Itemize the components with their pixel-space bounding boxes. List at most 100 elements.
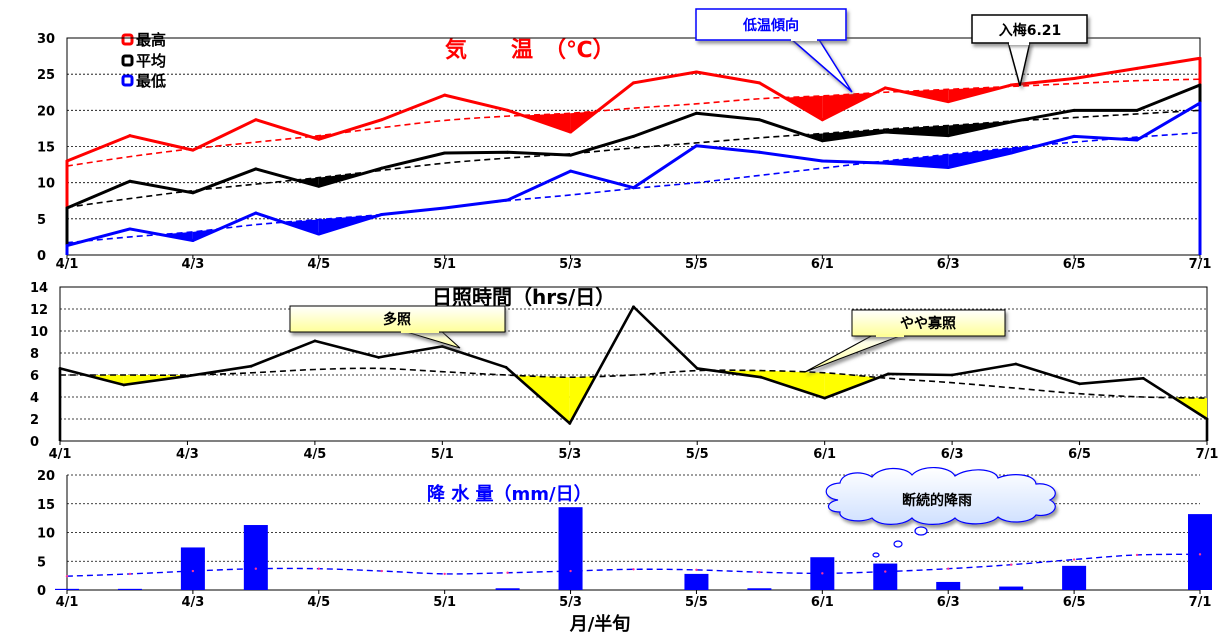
x-tick-label: 6/1 <box>811 595 834 610</box>
rain-normal-point <box>191 569 195 573</box>
rain-normal-point <box>128 572 132 576</box>
rain-bar <box>1062 565 1087 590</box>
callout-rainy-season-text: 入梅6.21 <box>999 22 1062 39</box>
legend-swatch-max <box>121 33 134 46</box>
data-point-最低 <box>380 212 384 216</box>
plot-frame <box>59 286 1208 442</box>
data-point-最低 <box>254 211 258 215</box>
data-point-最低 <box>946 165 950 169</box>
y-tick-label: 20 <box>37 469 55 484</box>
callout-rainy-season-box <box>971 14 1088 44</box>
data-point-最高 <box>1009 83 1013 87</box>
data-point-平均 <box>254 167 258 171</box>
sunshine-point <box>759 375 763 379</box>
sunshine-plot: 0 2 4 6 8 10 12 14 4/1 4/3 4/5 5/1 5/3 5/5 6/1 6/3 6/5 7/… <box>30 281 1218 462</box>
rain-normal-point <box>632 568 635 571</box>
data-point-最高 <box>569 130 573 134</box>
data-point-最高 <box>820 118 824 122</box>
temp-title: 気 温 （℃） <box>445 37 615 63</box>
data-point-平均 <box>694 111 698 115</box>
sunshine-point <box>1205 417 1209 421</box>
callout-rainy-season-pointer <box>1007 41 1031 87</box>
x-tick-label: 6/1 <box>811 257 834 272</box>
rain-bar <box>117 588 142 590</box>
rain-bar <box>684 573 709 590</box>
sunshine-point <box>313 339 317 343</box>
callout-intermittent-rain: 断続的降雨 <box>825 467 1056 558</box>
rain-bar <box>558 507 583 590</box>
x-tick-label: 4/1 <box>56 257 79 272</box>
y-tick-label: 0 <box>37 249 46 264</box>
sunshine-point <box>1014 362 1018 366</box>
data-point-最高 <box>65 159 69 163</box>
x-tick-label: 6/3 <box>941 447 964 462</box>
x-tick-label: 4/5 <box>307 595 330 610</box>
data-point-最高 <box>254 118 258 122</box>
rain-bar <box>999 586 1024 590</box>
callout-low-temp-text: 低温傾向 <box>742 17 799 34</box>
data-point-最低 <box>443 206 447 210</box>
x-tick-label: 4/1 <box>49 447 72 462</box>
y-tick-label: 5 <box>37 555 46 570</box>
legend-label-min: 最低 <box>136 72 166 90</box>
sunshine-point <box>377 356 381 359</box>
y-tick-label: 6 <box>30 369 39 384</box>
x-tick-label: 4/5 <box>307 257 330 272</box>
x-tick-label: 6/5 <box>1068 447 1091 462</box>
x-tick-label: 6/3 <box>937 595 960 610</box>
cloud-bubble-large <box>914 526 928 536</box>
normal-line-平均 <box>66 109 1201 209</box>
data-point-最低 <box>569 169 573 173</box>
data-point-最低 <box>65 244 69 248</box>
callout-more-sun-box <box>289 305 506 333</box>
data-point-最高 <box>694 70 698 74</box>
x-tick-label: 7/1 <box>1189 257 1212 272</box>
data-point-最低 <box>128 227 132 231</box>
temp-plot: 0 5 10 15 20 25 30 4/1 4/3 4/5 5/1 5/3 5/5 6/1 6/3 6/5 7… <box>37 32 1211 272</box>
rain-bar <box>936 581 961 590</box>
legend-swatch-min <box>121 74 134 87</box>
x-tick-label: 5/5 <box>685 595 708 610</box>
callout-more-sun-text: 多照 <box>383 311 411 328</box>
y-tick-label: 8 <box>30 347 39 362</box>
cloud-shape <box>825 467 1056 525</box>
callout-less-sun-box <box>851 309 1006 337</box>
x-tick-label: 4/5 <box>303 447 326 462</box>
x-tick-label: 4/3 <box>181 257 204 272</box>
x-tick-label: 4/3 <box>181 595 204 610</box>
data-point-最高 <box>128 134 132 138</box>
callout-low-temp-pointer <box>787 37 853 93</box>
x-tick-label: 5/3 <box>558 447 581 462</box>
cloud-bubble-small <box>872 552 880 558</box>
data-point-最低 <box>1009 151 1013 155</box>
data-point-平均 <box>946 134 950 138</box>
rain-normal-point <box>254 567 258 570</box>
sunshine-point <box>886 372 890 376</box>
sunshine-point <box>186 374 189 378</box>
rain-normal-point <box>506 571 509 574</box>
y-tick-label: 20 <box>37 104 55 119</box>
rain-bar <box>180 547 205 590</box>
x-tick-label: 4/3 <box>176 447 199 462</box>
rain-title: 降 水 量（mm/日） <box>427 483 592 505</box>
data-point-最低 <box>694 144 698 148</box>
data-point-最高 <box>1198 56 1202 60</box>
sunshine-title: 日照時間（hrs/日） <box>432 285 615 309</box>
data-point-最高 <box>191 148 195 152</box>
data-point-平均 <box>506 150 510 154</box>
x-tick-label: 6/5 <box>1063 595 1086 610</box>
rain-bar <box>873 563 898 590</box>
x-tick-label: 5/5 <box>686 447 709 462</box>
callout-less-sun-text: やや寡照 <box>900 315 956 332</box>
data-point-平均 <box>569 153 573 157</box>
data-point-平均 <box>820 139 824 143</box>
sunshine-point <box>1078 382 1081 386</box>
sunshine-point <box>58 367 62 370</box>
x-tick-label: 5/5 <box>685 257 708 272</box>
rain-normal-point <box>443 572 446 576</box>
rain-normal-point <box>569 569 572 573</box>
y-tick-label: 0 <box>30 435 39 450</box>
rain-bar <box>495 588 520 590</box>
